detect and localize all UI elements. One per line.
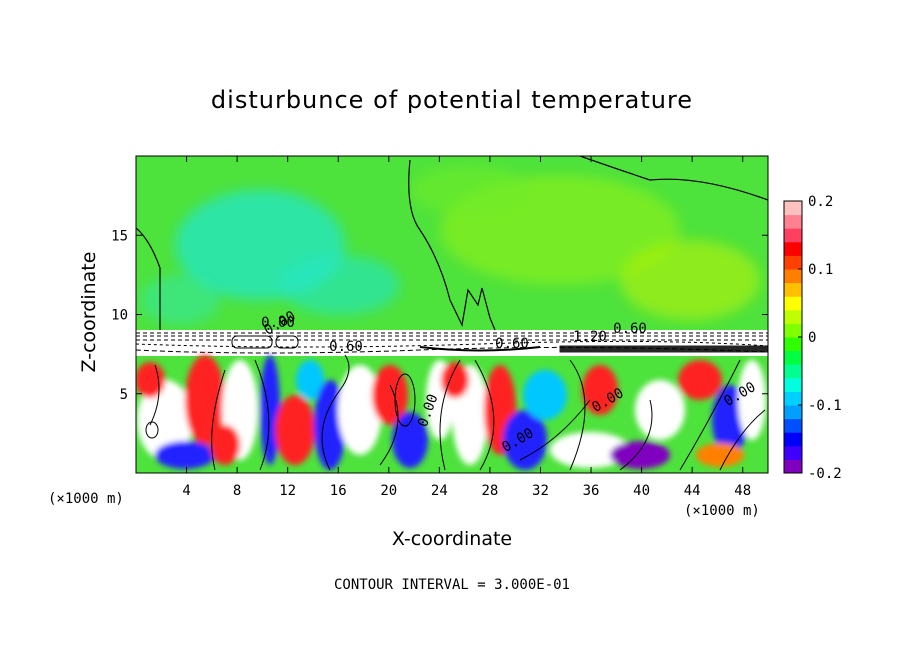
colorbar-swatch xyxy=(784,405,802,420)
chart-title: disturbunce of potential temperature xyxy=(210,86,694,114)
colorbar-swatch xyxy=(784,418,802,433)
colorbar-swatch xyxy=(784,309,802,324)
x-tick-label: 48 xyxy=(734,483,751,499)
x-tick-label: 36 xyxy=(583,483,600,499)
upper-contours xyxy=(136,156,768,331)
x-tick-label: 28 xyxy=(481,483,498,499)
contour-label: 0.60 xyxy=(329,339,363,355)
x-tick-label: 16 xyxy=(330,483,347,499)
colorbar-swatch xyxy=(784,269,802,284)
turbulent-blobs xyxy=(136,355,766,470)
lower-contours xyxy=(145,354,766,471)
x-tick-label: 20 xyxy=(380,483,397,499)
colorbar-swatch xyxy=(784,337,802,352)
colorbar-swatch xyxy=(784,241,802,256)
colorbar-swatch xyxy=(784,459,802,474)
colorbar-tick-label: 0.2 xyxy=(808,194,833,210)
colorbar-swatch xyxy=(784,214,802,229)
x-tick-label: 32 xyxy=(532,483,549,499)
contour-label: 0.60 xyxy=(613,321,647,337)
colorbar-tick-label: 0 xyxy=(808,330,816,346)
colorbar-swatch xyxy=(784,201,802,216)
colorbar-swatch xyxy=(784,323,802,338)
colorbar-swatch xyxy=(784,432,802,447)
cyan-anomaly xyxy=(140,275,220,325)
x-tick-label: 4 xyxy=(182,483,190,499)
colorbar-swatch xyxy=(784,282,802,297)
x-tick-label: 8 xyxy=(233,483,241,499)
colorbar-tick-label: 0.1 xyxy=(808,262,833,278)
colorbar-swatch xyxy=(784,228,802,243)
colorbar-swatch xyxy=(784,255,802,270)
y-tick-label: 5 xyxy=(120,387,128,403)
contour-label: 0.00 xyxy=(261,315,295,331)
contour-label: 0.60 xyxy=(495,336,529,352)
lime-anomaly xyxy=(410,165,530,215)
x-tick-label: 44 xyxy=(684,483,701,499)
lime-anomaly xyxy=(620,240,760,320)
y-tick-label: 15 xyxy=(111,228,128,244)
field-layer xyxy=(136,156,768,473)
x-tick-label: 12 xyxy=(279,483,296,499)
y-tick-label: 10 xyxy=(111,308,128,324)
colorbar-swatch xyxy=(784,377,802,392)
x-axis-label: X-coordinate xyxy=(391,528,513,550)
band-contours xyxy=(136,332,768,354)
x-tick-label: 40 xyxy=(633,483,650,499)
x-tick-label: 24 xyxy=(431,483,448,499)
contour-interval-note: CONTOUR INTERVAL = 3.000E-01 xyxy=(333,577,570,593)
colorbar-swatch xyxy=(784,350,802,365)
colorbar-swatch xyxy=(784,364,802,379)
contour-label: 1.20 xyxy=(573,329,607,345)
colorbar: 0.2 0.1 0 -0.1 -0.2 xyxy=(783,194,842,482)
colorbar-tick-label: -0.2 xyxy=(808,466,842,482)
x-unit-left: (×1000 m) xyxy=(48,491,124,507)
colorbar-swatch xyxy=(784,296,802,311)
x-unit-right: (×1000 m) xyxy=(684,503,760,519)
colorbar-swatch xyxy=(784,391,802,406)
cyan-anomaly xyxy=(280,255,400,315)
colorbar-tick-label: -0.1 xyxy=(808,398,842,414)
white-band xyxy=(136,330,768,358)
colorbar-swatch xyxy=(784,445,802,460)
